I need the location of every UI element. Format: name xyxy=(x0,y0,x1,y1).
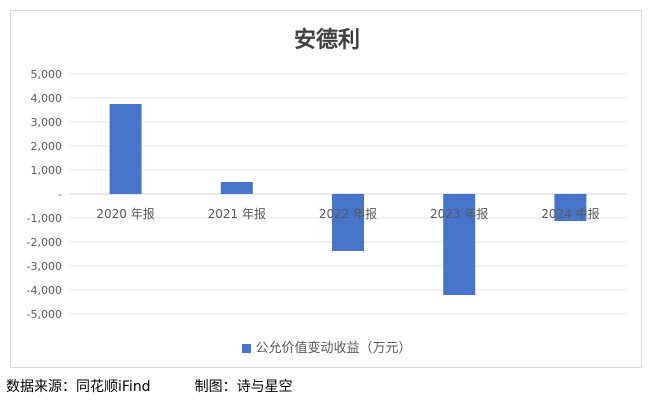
x-tick-label: 2020 年报 xyxy=(96,206,154,221)
source-note: 数据来源：同花顺iFind xyxy=(6,379,151,395)
y-tick-label: -5,000 xyxy=(27,308,62,321)
y-tick-label: 5,000 xyxy=(31,68,63,81)
x-tick-label: 2024 中报 xyxy=(541,206,599,221)
y-tick-label: -2,000 xyxy=(27,236,62,249)
x-tick-label: 2021 年报 xyxy=(208,206,266,221)
y-tick-label: 1,000 xyxy=(31,164,63,177)
chart-frame xyxy=(10,10,642,368)
y-tick-label: 3,000 xyxy=(31,116,63,129)
chart-title: 安德利 xyxy=(293,27,360,53)
y-tick-label: 2,000 xyxy=(31,140,63,153)
author-note: 制图：诗与星空 xyxy=(194,379,293,395)
bar xyxy=(220,182,253,194)
y-tick-label: -1,000 xyxy=(27,212,62,225)
footer: 数据来源：同花顺iFind 制图：诗与星空 xyxy=(6,376,337,396)
x-tick-label: 2022 年报 xyxy=(319,206,377,221)
bar xyxy=(443,194,476,296)
legend: 公允价值变动收益（万元） xyxy=(0,337,654,356)
legend-swatch xyxy=(242,344,252,353)
legend-label: 公允价值变动收益（万元） xyxy=(255,341,412,356)
y-tick-label: 4,000 xyxy=(31,92,63,105)
bar xyxy=(109,104,142,194)
y-tick-label: -4,000 xyxy=(27,284,62,297)
bar xyxy=(554,194,587,221)
x-tick-label: 2023 年报 xyxy=(430,206,488,221)
y-tick-label: -3,000 xyxy=(27,260,62,273)
y-tick-label: - xyxy=(58,188,62,201)
bar xyxy=(332,194,364,251)
